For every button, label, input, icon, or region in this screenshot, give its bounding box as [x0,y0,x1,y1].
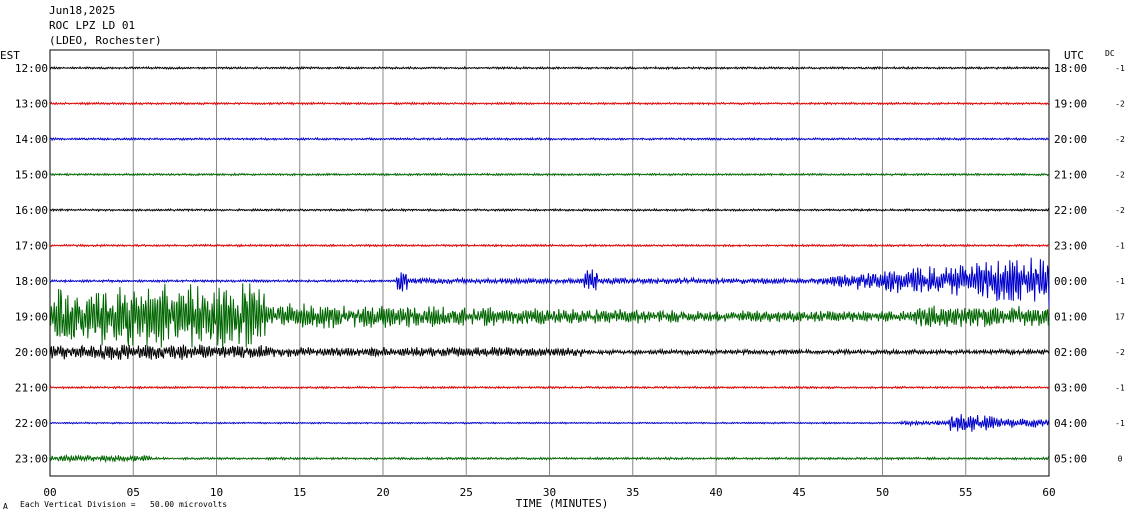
x-tick-label: 45 [793,486,806,499]
row-label-est: 18:00 [15,275,48,288]
row-label-utc: 01:00 [1054,311,1087,324]
x-tick-label: 25 [460,486,473,499]
x-tick-label: 20 [376,486,389,499]
row-label-utc: 22:00 [1054,204,1087,217]
row-label-est: 21:00 [15,382,48,395]
row-dc-value: -2 [1115,348,1125,357]
x-tick-label: 55 [959,486,972,499]
row-label-est: 14:00 [15,133,48,146]
row-dc-value: -2 [1115,100,1125,109]
row-dc-value: 17 [1115,313,1125,322]
trace-line [49,414,1050,432]
row-label-utc: 03:00 [1054,382,1087,395]
trace-line [49,65,1050,71]
row-label-utc: 21:00 [1054,169,1087,182]
x-tick-label: 00 [43,486,56,499]
row-dc-value: -1 [1115,242,1125,251]
row-dc-value: -1 [1115,419,1125,428]
row-label-est: 12:00 [15,62,48,75]
row-label-est: 17:00 [15,240,48,253]
trace-line [49,385,1050,390]
row-dc-value: -1 [1115,64,1125,73]
x-tick-label: 35 [626,486,639,499]
header-station: ROC LPZ LD 01 [49,19,136,32]
row-label-utc: 05:00 [1054,453,1087,466]
trace-line [49,136,1050,142]
row-label-est: 16:00 [15,204,48,217]
header-date: Jun18,2025 [49,4,116,17]
trace-line [49,257,1050,307]
x-tick-label: 10 [210,486,223,499]
x-tick-label: 60 [1042,486,1055,499]
row-label-utc: 20:00 [1054,133,1087,146]
trace-line [49,172,1050,177]
row-label-est: 19:00 [15,311,48,324]
x-tick-label: 30 [543,486,556,499]
x-tick-label: 40 [709,486,722,499]
trace-line [49,453,1050,464]
row-dc-value: -1 [1115,277,1125,286]
trace-line [49,101,1050,106]
trace-line [49,283,1050,350]
trace-line [49,243,1050,248]
x-tick-label: 05 [127,486,140,499]
scale-note: Each Vertical Division = 50.00 microvolt… [20,500,228,509]
row-label-est: 22:00 [15,417,48,430]
row-label-utc: 00:00 [1054,275,1087,288]
row-label-utc: 18:00 [1054,62,1087,75]
row-label-utc: 02:00 [1054,346,1087,359]
x-tick-label: 50 [876,486,889,499]
x-axis-label: TIME (MINUTES) [516,497,609,510]
row-dc-value: -2 [1115,206,1125,215]
dc-label: DC [1105,49,1115,58]
x-tick-label: 15 [293,486,306,499]
row-label-utc: 19:00 [1054,98,1087,111]
row-label-utc: 04:00 [1054,417,1087,430]
trace-line [49,207,1050,213]
row-dc-value: 0 [1118,455,1123,464]
row-dc-value: -2 [1115,135,1125,144]
row-label-est: 20:00 [15,346,48,359]
header-network: (LDEO, Rochester) [49,34,162,47]
est-label: EST [0,49,20,62]
row-dc-value: -2 [1115,171,1125,180]
row-label-est: 23:00 [15,453,48,466]
footer-mark: A [3,502,8,511]
trace-line [49,344,1050,360]
utc-label: UTC [1064,49,1084,62]
row-dc-value: -1 [1115,384,1125,393]
row-label-est: 13:00 [15,98,48,111]
row-label-utc: 23:00 [1054,240,1087,253]
row-label-est: 15:00 [15,169,48,182]
